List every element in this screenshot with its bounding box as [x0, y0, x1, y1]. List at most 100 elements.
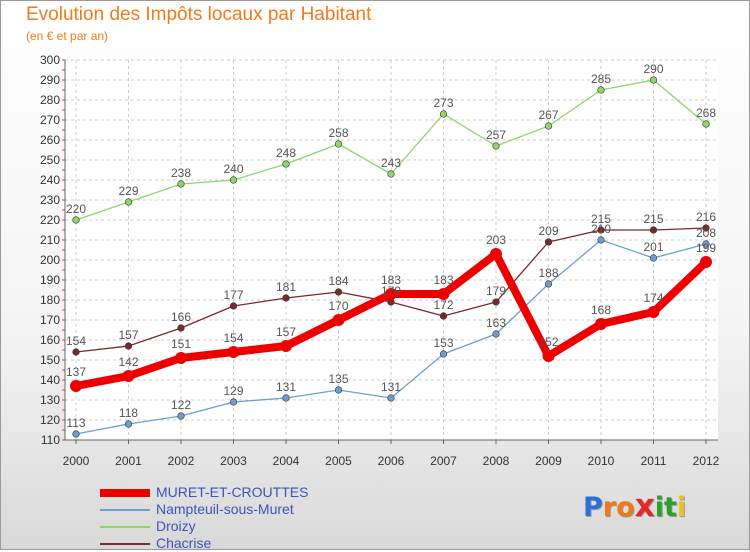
data-label: 238 [171, 166, 191, 180]
data-point [177, 412, 185, 420]
data-point [702, 120, 710, 128]
data-point [122, 370, 135, 382]
data-label: 181 [276, 280, 296, 294]
y-tick-label: 210 [40, 233, 60, 247]
data-point [282, 394, 290, 402]
x-tick-label: 2007 [430, 454, 457, 468]
x-tick-label: 2001 [115, 454, 142, 468]
data-label: 177 [223, 288, 243, 302]
logo-letter: i [654, 492, 664, 523]
data-point [124, 420, 133, 428]
data-labels: 113 118 122 129 131 135 131 153 163 188 210 201 208 2… [66, 62, 716, 430]
data-label: 154 [66, 334, 86, 348]
data-point [72, 430, 80, 438]
data-label: 201 [643, 240, 663, 254]
data-point [597, 86, 605, 94]
data-label: 240 [223, 162, 243, 176]
data-point [544, 122, 553, 130]
data-label: 179 [486, 284, 506, 298]
y-tick-label: 190 [40, 273, 60, 287]
y-tick-label: 230 [40, 193, 60, 207]
logo-letter: P [583, 492, 603, 523]
data-label: 135 [328, 372, 348, 386]
data-label: 257 [486, 128, 506, 142]
data-point [439, 350, 448, 358]
data-label: 216 [696, 210, 716, 224]
x-tick-label: 2008 [483, 454, 510, 468]
data-label: 183 [433, 273, 453, 287]
data-label: 258 [328, 126, 348, 140]
legend: MURET-ET-CROUTTES Nampteuil-sous-Muret Dro… [100, 484, 330, 552]
data-point [649, 226, 658, 234]
data-point [702, 224, 710, 232]
y-axis: 110 120 130 140 150 160 170 180 190 200 210 220 230 2… [40, 53, 66, 447]
x-tick-label: 2004 [273, 454, 300, 468]
data-point [227, 346, 240, 358]
data-point [649, 254, 658, 262]
data-label: 267 [538, 108, 558, 122]
data-label: 179 [381, 284, 401, 298]
data-label: 268 [696, 106, 716, 120]
legend-swatch [100, 509, 150, 511]
data-label: 209 [538, 224, 558, 238]
y-tick-label: 240 [40, 173, 60, 187]
data-label: 151 [171, 337, 191, 351]
data-label: 210 [591, 222, 611, 236]
data-point [72, 348, 80, 356]
logo-letter: o [616, 492, 635, 523]
legend-label: MURET-ET-CROUTTES [156, 484, 309, 500]
data-label: 215 [643, 212, 663, 226]
data-label: 243 [381, 156, 401, 170]
data-point [282, 294, 290, 302]
y-tick-label: 180 [40, 293, 60, 307]
data-point [647, 306, 660, 318]
x-tick-label: 2000 [63, 454, 90, 468]
x-tick-label: 2006 [378, 454, 405, 468]
data-label: 137 [66, 365, 86, 379]
x-tick-label: 2003 [220, 454, 247, 468]
data-point [544, 280, 553, 288]
legend-item: MURET-ET-CROUTTES [100, 484, 330, 501]
data-label: 285 [591, 72, 611, 86]
data-point [700, 256, 712, 268]
data-point [229, 176, 238, 184]
data-point [437, 288, 450, 300]
data-point [542, 350, 555, 362]
data-label: 118 [119, 406, 138, 420]
x-axis: 2000 2001 2002 2003 2004 2005 2006 2007 2008 2009… [63, 439, 720, 468]
data-point [597, 226, 605, 234]
data-point [597, 236, 605, 244]
data-point [229, 398, 238, 406]
x-tick-label: 2012 [693, 454, 720, 468]
data-label: 168 [591, 303, 611, 317]
data-label: 157 [118, 328, 138, 342]
data-point [649, 76, 658, 84]
data-point [282, 160, 290, 168]
legend-label: Droizy [156, 518, 196, 534]
data-point [492, 298, 500, 306]
data-point [177, 324, 185, 332]
y-tick-label: 300 [40, 53, 60, 67]
data-label: 174 [643, 291, 663, 305]
data-label: 183 [381, 273, 401, 287]
data-label: 142 [118, 355, 138, 369]
legend-item: Nampteuil-sous-Muret [100, 501, 330, 518]
data-label: 203 [486, 233, 506, 247]
data-label: 290 [643, 62, 663, 76]
data-label: 170 [328, 299, 348, 313]
data-label: 122 [171, 398, 191, 412]
y-tick-label: 160 [40, 333, 60, 347]
proxiti-logo: Proxiti [583, 488, 686, 524]
data-label: 131 [381, 380, 401, 394]
data-point [387, 170, 395, 178]
data-point [124, 342, 133, 350]
data-label: 248 [276, 146, 296, 160]
data-point [175, 352, 187, 364]
data-point [385, 288, 397, 300]
legend-swatch [100, 526, 150, 528]
legend-label: Nampteuil-sous-Muret [156, 501, 294, 517]
logo-letter: r [602, 492, 617, 523]
data-point [280, 340, 292, 352]
data-label: 229 [118, 184, 138, 198]
